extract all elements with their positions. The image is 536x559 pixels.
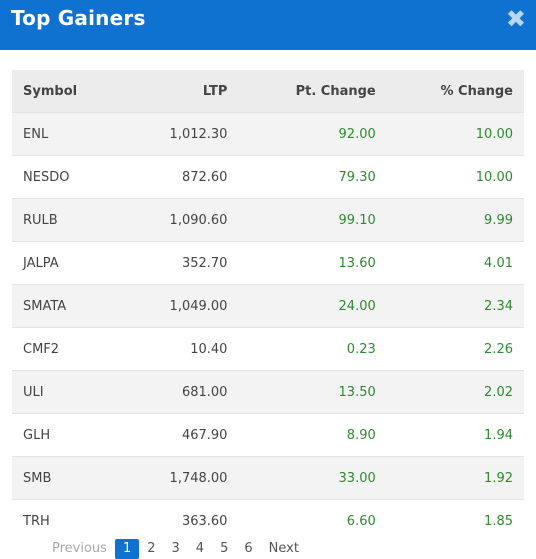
table-row[interactable]: RULB 1,090.60 99.10 9.99 [12, 198, 524, 242]
value-cell: 9.99 [386, 198, 524, 242]
symbol-cell: TRH [12, 499, 123, 542]
value-cell: 363.60 [122, 499, 239, 542]
value-cell: 2.26 [386, 327, 524, 371]
symbol-cell: SMB [12, 456, 123, 500]
table-row[interactable]: JALPA 352.70 13.60 4.01 [12, 241, 524, 285]
symbol-cell: ULI [12, 370, 123, 414]
value-cell: 10.40 [122, 327, 239, 371]
symbol-cell: RULB [12, 198, 123, 242]
symbol-cell: JALPA [12, 241, 123, 285]
page-button[interactable]: 5 [220, 541, 229, 556]
value-cell: 2.02 [386, 370, 524, 414]
value-cell: 10.00 [386, 112, 524, 156]
table-row[interactable]: CMF2 10.40 0.23 2.26 [12, 327, 524, 371]
table-row[interactable]: SMB 1,748.00 33.00 1.92 [12, 456, 524, 500]
value-cell: 1.92 [386, 456, 524, 500]
value-cell: 13.60 [238, 241, 387, 285]
value-cell: 1.94 [386, 413, 524, 457]
value-cell: 681.00 [122, 370, 239, 414]
symbol-cell: SMATA [12, 284, 123, 328]
column-header[interactable]: Symbol [12, 70, 123, 113]
value-cell: 2.34 [386, 284, 524, 328]
symbol-cell: ENL [12, 112, 123, 156]
page-button[interactable]: 3 [171, 541, 180, 556]
value-cell: 467.90 [122, 413, 239, 457]
value-cell: 1,748.00 [122, 456, 239, 500]
value-cell: 6.60 [238, 499, 387, 542]
value-cell: 8.90 [238, 413, 387, 457]
value-cell: 1,012.30 [122, 112, 239, 156]
column-header[interactable]: % Change [386, 70, 524, 113]
modal-header: Top Gainers ✖ [0, 0, 536, 50]
page-button[interactable]: 4 [195, 541, 205, 556]
header-row: Symbol LTP Pt. Change% Change [12, 70, 524, 113]
value-cell: 13.50 [238, 370, 387, 414]
page-button[interactable]: 6 [244, 541, 253, 556]
page-button[interactable]: 1 [114, 539, 140, 559]
table-body: ENL 1,012.30 92.00 10.00 NESDO 872.60 79.30 10.… [12, 112, 524, 542]
symbol-cell: NESDO [12, 155, 123, 199]
value-cell: 0.23 [238, 327, 387, 371]
value-cell: 33.00 [238, 456, 387, 500]
close-button[interactable]: ✖ [505, 5, 526, 33]
table-row[interactable]: ULI 681.00 13.50 2.02 [12, 370, 524, 414]
value-cell: 10.00 [386, 155, 524, 199]
modal-title: Top Gainers [11, 6, 146, 30]
value-cell: 352.70 [122, 241, 239, 285]
value-cell: 1,090.60 [122, 198, 239, 242]
value-cell: 1.85 [386, 499, 524, 542]
value-cell: 24.00 [238, 284, 387, 328]
table-row[interactable]: SMATA 1,049.00 24.00 2.34 [12, 284, 524, 328]
table-row[interactable]: GLH 467.90 8.90 1.94 [12, 413, 524, 457]
value-cell: 4.01 [386, 241, 524, 285]
value-cell: 79.30 [238, 155, 387, 199]
next-button[interactable]: Next [268, 541, 299, 556]
symbol-cell: CMF2 [12, 327, 123, 371]
pagination: Previous 1 2 3 4 5 6 Next [44, 539, 307, 559]
gainers-table: Symbol LTP Pt. Change% Change ENL 1,012.30 92… [12, 70, 524, 542]
page-button[interactable]: 2 [147, 541, 156, 556]
column-header[interactable]: LTP [122, 70, 239, 113]
value-cell: 1,049.00 [122, 284, 239, 328]
value-cell: 99.10 [238, 198, 387, 242]
table-row[interactable]: NESDO 872.60 79.30 10.00 [12, 155, 524, 199]
previous-button[interactable]: Previous [52, 541, 107, 556]
value-cell: 872.60 [122, 155, 239, 199]
table-row[interactable]: TRH 363.60 6.60 1.85 [12, 499, 524, 542]
symbol-cell: GLH [12, 413, 123, 457]
column-header[interactable]: Pt. Change [238, 70, 387, 113]
table-row[interactable]: ENL 1,012.30 92.00 10.00 [12, 112, 524, 156]
value-cell: 92.00 [238, 112, 387, 156]
